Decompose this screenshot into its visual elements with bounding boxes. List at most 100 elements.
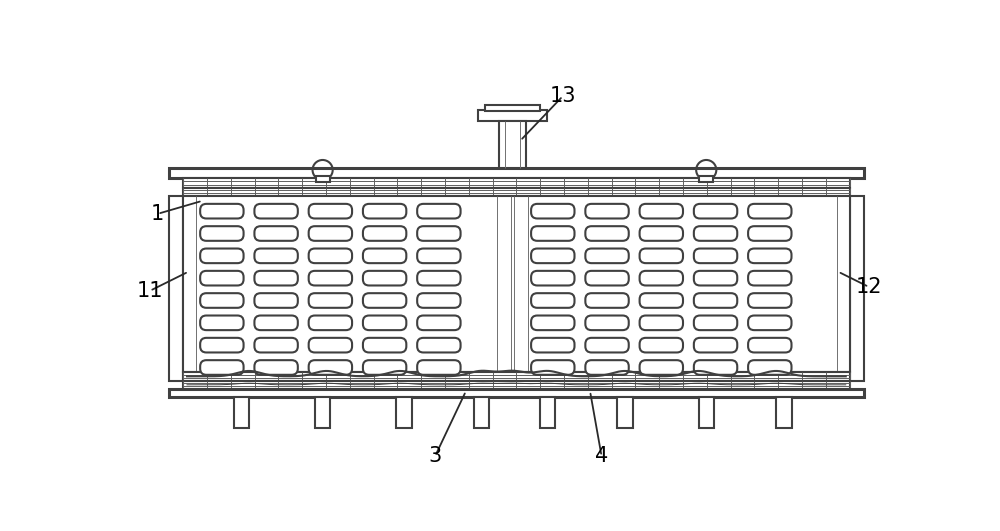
FancyBboxPatch shape — [363, 226, 406, 241]
FancyBboxPatch shape — [640, 293, 683, 308]
FancyBboxPatch shape — [640, 360, 683, 375]
FancyBboxPatch shape — [531, 360, 574, 375]
Bar — [776, 397, 792, 428]
FancyBboxPatch shape — [417, 315, 461, 330]
FancyBboxPatch shape — [748, 293, 792, 308]
FancyBboxPatch shape — [254, 315, 298, 330]
FancyBboxPatch shape — [309, 338, 352, 353]
Bar — [474, 397, 489, 428]
FancyBboxPatch shape — [363, 249, 406, 263]
FancyBboxPatch shape — [417, 204, 461, 218]
FancyBboxPatch shape — [200, 315, 244, 330]
Bar — [183, 187, 850, 196]
FancyBboxPatch shape — [417, 293, 461, 308]
FancyBboxPatch shape — [748, 204, 792, 218]
Text: 1: 1 — [151, 204, 164, 224]
FancyBboxPatch shape — [363, 338, 406, 353]
FancyBboxPatch shape — [200, 249, 244, 263]
Bar — [617, 397, 633, 428]
FancyBboxPatch shape — [585, 338, 629, 353]
Bar — [485, 105, 540, 110]
Text: 13: 13 — [550, 86, 576, 106]
FancyBboxPatch shape — [694, 271, 737, 286]
FancyBboxPatch shape — [748, 271, 792, 286]
FancyBboxPatch shape — [200, 293, 244, 308]
FancyBboxPatch shape — [309, 315, 352, 330]
FancyBboxPatch shape — [694, 226, 737, 241]
FancyBboxPatch shape — [640, 226, 683, 241]
FancyBboxPatch shape — [640, 204, 683, 218]
FancyBboxPatch shape — [254, 226, 298, 241]
FancyBboxPatch shape — [640, 315, 683, 330]
FancyBboxPatch shape — [694, 293, 737, 308]
FancyBboxPatch shape — [531, 226, 574, 241]
FancyBboxPatch shape — [309, 204, 352, 218]
FancyBboxPatch shape — [417, 249, 461, 263]
FancyBboxPatch shape — [748, 360, 792, 375]
FancyBboxPatch shape — [748, 315, 792, 330]
FancyBboxPatch shape — [694, 204, 737, 218]
FancyBboxPatch shape — [748, 249, 792, 263]
FancyBboxPatch shape — [309, 226, 352, 241]
FancyBboxPatch shape — [640, 249, 683, 263]
FancyBboxPatch shape — [309, 293, 352, 308]
FancyBboxPatch shape — [254, 293, 298, 308]
FancyBboxPatch shape — [363, 204, 406, 218]
FancyBboxPatch shape — [417, 338, 461, 353]
FancyBboxPatch shape — [694, 249, 737, 263]
Bar — [315, 397, 330, 428]
Bar — [699, 176, 713, 182]
FancyBboxPatch shape — [363, 360, 406, 375]
FancyBboxPatch shape — [748, 226, 792, 241]
FancyBboxPatch shape — [254, 271, 298, 286]
Bar — [234, 397, 249, 428]
Bar — [478, 110, 547, 121]
FancyBboxPatch shape — [309, 360, 352, 375]
Bar — [183, 196, 850, 372]
Bar — [499, 121, 526, 168]
FancyBboxPatch shape — [254, 204, 298, 218]
FancyBboxPatch shape — [254, 360, 298, 375]
FancyBboxPatch shape — [417, 360, 461, 375]
FancyBboxPatch shape — [417, 271, 461, 286]
Bar — [183, 381, 850, 389]
FancyBboxPatch shape — [254, 249, 298, 263]
FancyBboxPatch shape — [585, 360, 629, 375]
Bar — [183, 178, 850, 187]
FancyBboxPatch shape — [585, 204, 629, 218]
Bar — [850, 196, 864, 381]
FancyBboxPatch shape — [585, 226, 629, 241]
FancyBboxPatch shape — [363, 315, 406, 330]
FancyBboxPatch shape — [200, 338, 244, 353]
FancyBboxPatch shape — [585, 271, 629, 286]
Text: 12: 12 — [856, 277, 882, 297]
FancyBboxPatch shape — [585, 293, 629, 308]
Bar — [396, 397, 412, 428]
FancyBboxPatch shape — [748, 338, 792, 353]
Bar — [316, 176, 330, 182]
FancyBboxPatch shape — [363, 271, 406, 286]
FancyBboxPatch shape — [200, 271, 244, 286]
Bar — [169, 168, 864, 178]
FancyBboxPatch shape — [200, 204, 244, 218]
FancyBboxPatch shape — [254, 338, 298, 353]
Bar — [169, 389, 864, 397]
Bar — [183, 372, 850, 381]
FancyBboxPatch shape — [694, 338, 737, 353]
Text: 3: 3 — [428, 447, 442, 466]
FancyBboxPatch shape — [640, 271, 683, 286]
Text: 4: 4 — [595, 447, 608, 466]
FancyBboxPatch shape — [640, 338, 683, 353]
Bar — [698, 397, 714, 428]
FancyBboxPatch shape — [417, 226, 461, 241]
Bar — [540, 397, 555, 428]
FancyBboxPatch shape — [531, 293, 574, 308]
FancyBboxPatch shape — [531, 338, 574, 353]
Text: 11: 11 — [137, 281, 163, 301]
FancyBboxPatch shape — [694, 315, 737, 330]
FancyBboxPatch shape — [363, 293, 406, 308]
FancyBboxPatch shape — [585, 249, 629, 263]
FancyBboxPatch shape — [531, 271, 574, 286]
FancyBboxPatch shape — [531, 249, 574, 263]
FancyBboxPatch shape — [309, 249, 352, 263]
